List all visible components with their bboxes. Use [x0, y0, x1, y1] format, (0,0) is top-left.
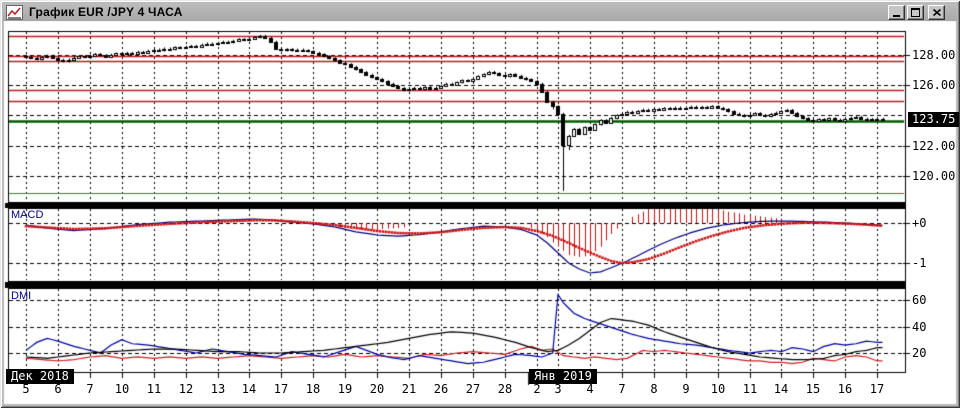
window-title: График EUR /JPY 4 ЧАСА: [29, 5, 183, 19]
close-button[interactable]: [928, 5, 945, 20]
maximize-icon: [911, 8, 920, 17]
close-icon: [932, 9, 941, 16]
maximize-button[interactable]: [907, 5, 924, 20]
minimize-icon: [893, 15, 900, 17]
title-bar[interactable]: График EUR /JPY 4 ЧАСА: [3, 3, 957, 21]
chart-icon: [6, 4, 23, 20]
window-controls: [886, 5, 945, 20]
minimize-button[interactable]: [888, 5, 905, 20]
